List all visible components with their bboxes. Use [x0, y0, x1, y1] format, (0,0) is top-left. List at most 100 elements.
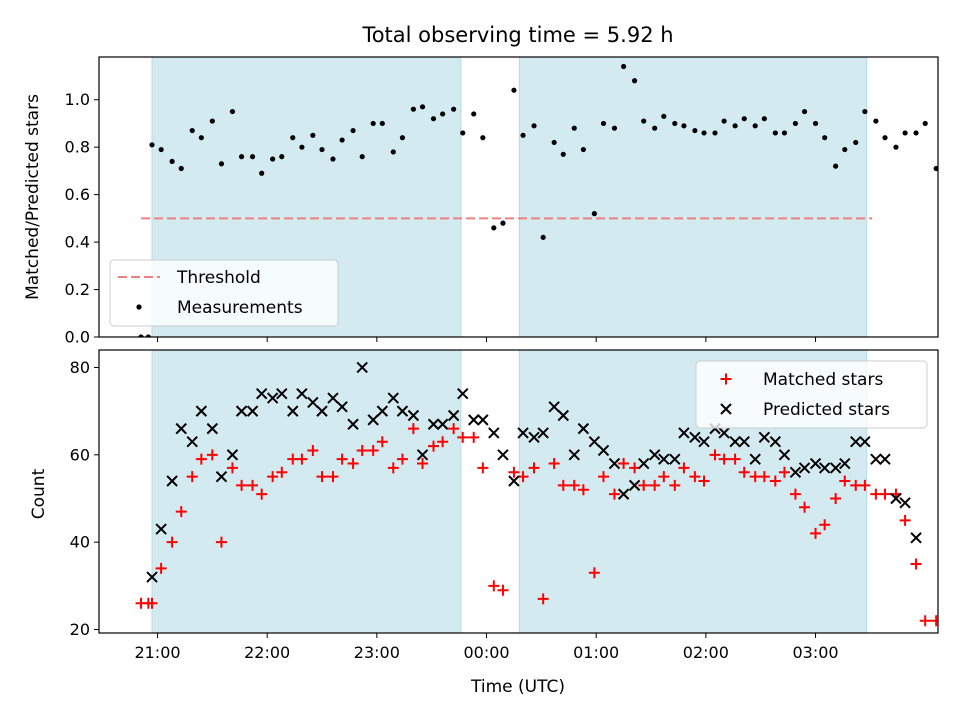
y-tick-label: 0.8 — [65, 138, 90, 157]
measurement-point — [721, 118, 727, 124]
measurement-point — [853, 139, 859, 146]
measurement-point — [209, 118, 215, 124]
matched-stars-point — [267, 471, 279, 483]
measurement-point — [149, 142, 155, 148]
x-tick-label: 21:00 — [134, 643, 180, 662]
bottom-ylabel: Count — [29, 468, 49, 519]
predicted-stars-point — [146, 571, 158, 583]
measurement-point — [842, 146, 848, 153]
predicted-stars-point — [648, 449, 661, 461]
measurement-point — [471, 111, 477, 117]
measurement-point — [410, 106, 416, 112]
legend-measurements-label: Measurements — [177, 298, 303, 318]
measurement-point — [631, 78, 638, 84]
measurement-point — [943, 206, 948, 211]
predicted-stars-point — [568, 449, 580, 461]
predicted-stars-point — [798, 462, 811, 474]
y-tick-label: 1.0 — [65, 90, 90, 109]
measurement-point — [158, 146, 164, 153]
predicted-stars-point — [488, 427, 500, 439]
measurement-point — [290, 135, 296, 141]
measurement-point — [145, 334, 151, 337]
predicted-stars-point — [396, 405, 409, 417]
measurement-point — [319, 146, 325, 153]
measurement-point — [238, 154, 245, 160]
predicted-stars-point — [729, 436, 741, 448]
measurement-point — [339, 137, 345, 143]
measurement-point — [138, 334, 144, 337]
predicted-stars-point — [307, 396, 319, 409]
measurement-point — [761, 116, 767, 122]
matched-stars-point — [879, 488, 891, 500]
measurement-point — [430, 116, 437, 122]
y-tick-label: 0.6 — [65, 185, 90, 204]
predicted-stars-point — [416, 449, 429, 461]
predicted-stars-point — [427, 418, 440, 430]
predicted-stars-point — [718, 427, 730, 439]
measurement-point — [873, 118, 879, 124]
measurement-point — [451, 106, 457, 112]
measurement-point — [259, 170, 265, 176]
predicted-stars-point — [155, 523, 167, 535]
predicted-stars-point — [457, 387, 469, 400]
predicted-stars-point — [367, 414, 379, 426]
predicted-stars-point — [809, 457, 822, 470]
top-axes-frame — [98, 56, 939, 338]
predicted-stars-point — [597, 444, 610, 457]
legend-matched-swatch — [720, 373, 732, 385]
matched-stars-point — [799, 501, 811, 513]
predicted-stars-point — [195, 405, 208, 417]
matched-stars-point — [649, 479, 661, 491]
matched-stars-point — [457, 431, 469, 443]
matched-stars-point — [669, 479, 681, 491]
matched-stars-point — [910, 558, 922, 570]
measurement-point — [279, 154, 285, 160]
measurement-point — [359, 154, 365, 160]
predicted-stars-point — [175, 422, 187, 435]
measurement-point — [781, 130, 788, 136]
predicted-stars-point — [447, 409, 460, 422]
matched-stars-point — [387, 462, 399, 474]
predicted-stars-point — [407, 409, 420, 422]
measurement-point — [661, 113, 667, 119]
measurement-point — [611, 125, 618, 131]
measurement-point — [922, 120, 928, 127]
bottom-panel: 20 40 60 80 21:00 22:00 23:00 00:00 01:00 02:00 03… — [70, 349, 939, 662]
matched-stars-point — [166, 536, 178, 548]
predicted-stars-point — [588, 436, 601, 448]
predicted-stars-point — [387, 392, 399, 404]
predicted-stars-point — [528, 431, 540, 444]
measurement-point — [540, 234, 546, 240]
matched-stars-point — [155, 562, 167, 574]
predicted-stars-point — [276, 387, 288, 400]
predicted-stars-point — [628, 479, 641, 492]
predicted-stars-point — [749, 453, 761, 465]
predicted-stars-point — [839, 457, 851, 470]
measurement-point — [511, 87, 517, 93]
predicted-stars-point — [689, 431, 701, 444]
x-tick-label: 03:00 — [792, 643, 838, 662]
predicted-stars-point — [899, 497, 911, 509]
top-legend — [109, 259, 339, 327]
matched-stars-point — [226, 462, 238, 474]
matched-stars-point — [417, 458, 429, 470]
predicted-stars-point — [186, 436, 198, 448]
measurement-point — [772, 130, 778, 136]
predicted-stars-point — [678, 427, 690, 439]
predicted-stars-point — [287, 405, 299, 417]
measurement-point — [621, 63, 627, 70]
matched-stars-point — [437, 436, 449, 448]
matched-stars-point — [729, 453, 741, 465]
measurement-point — [933, 165, 938, 172]
matched-stars-point — [568, 479, 580, 491]
measurement-point — [551, 139, 557, 146]
predicted-stars-point — [829, 462, 842, 474]
predicted-stars-point — [617, 488, 630, 500]
measurement-point — [600, 120, 607, 127]
chart-title: Total observing time = 5.92 h — [361, 23, 673, 47]
measurement-point — [390, 149, 396, 155]
x-tick-label: 23:00 — [354, 643, 400, 662]
measurement-point — [893, 144, 899, 150]
matched-stars-point — [215, 536, 227, 548]
measurement-point — [913, 130, 919, 136]
